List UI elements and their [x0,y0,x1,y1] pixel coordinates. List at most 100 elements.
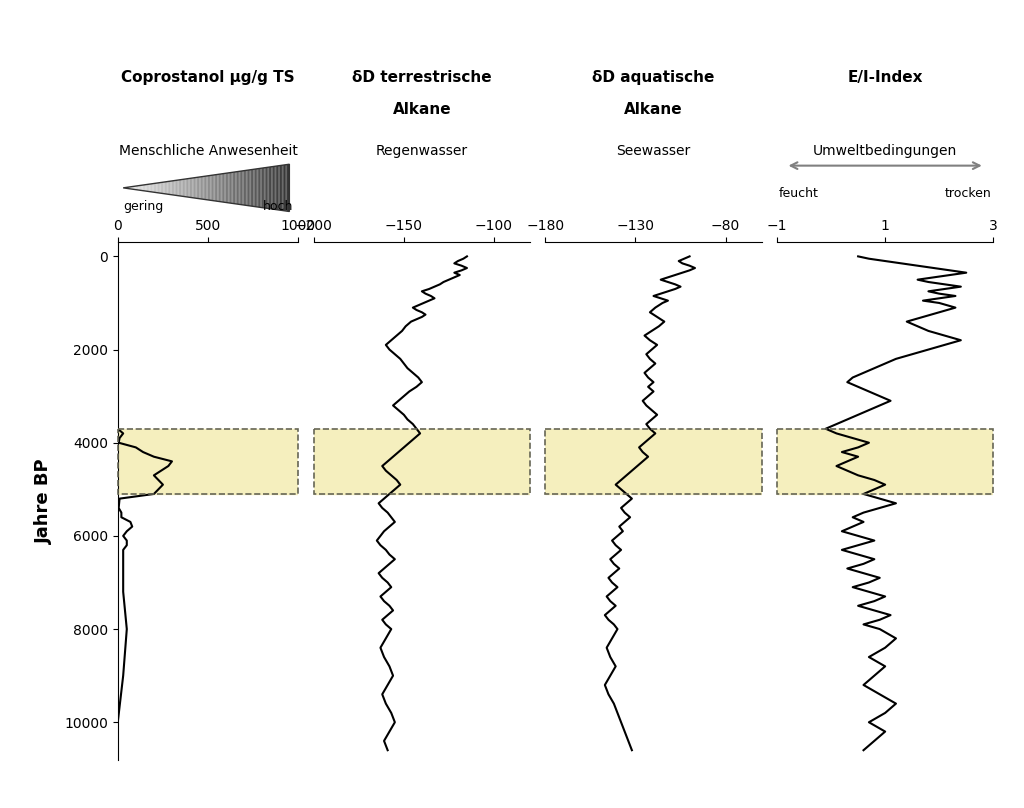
Polygon shape [281,165,283,211]
Polygon shape [224,173,225,203]
Polygon shape [197,177,198,199]
Polygon shape [202,176,204,200]
Bar [313,429,530,494]
Polygon shape [131,187,133,189]
Polygon shape [150,184,151,191]
Polygon shape [232,172,233,204]
Bar [777,429,993,494]
Polygon shape [210,175,212,200]
Polygon shape [206,176,208,200]
Polygon shape [144,185,145,191]
Polygon shape [134,186,135,190]
Polygon shape [229,172,231,204]
Polygon shape [189,179,191,197]
Polygon shape [219,174,220,202]
Polygon shape [264,167,266,208]
Bar [118,429,298,494]
Polygon shape [127,187,129,188]
Polygon shape [161,183,162,193]
Text: E/I-Index: E/I-Index [848,69,923,85]
Polygon shape [176,180,177,196]
Polygon shape [188,179,189,197]
Polygon shape [255,169,256,207]
Polygon shape [253,169,255,207]
Polygon shape [191,178,193,198]
Polygon shape [274,166,275,209]
Polygon shape [216,175,217,201]
Polygon shape [227,173,228,203]
Polygon shape [239,171,240,204]
Bar [313,429,530,494]
Polygon shape [170,181,172,195]
Polygon shape [140,185,141,191]
Polygon shape [233,172,236,204]
Polygon shape [193,178,194,198]
Polygon shape [251,170,252,206]
Polygon shape [166,182,168,194]
Polygon shape [205,176,206,200]
Polygon shape [262,168,263,208]
Polygon shape [266,167,267,208]
Polygon shape [243,170,244,205]
Polygon shape [270,166,271,209]
Polygon shape [225,173,227,203]
Polygon shape [145,184,146,191]
Polygon shape [244,170,245,205]
Text: δD terrestrische: δD terrestrische [352,69,492,85]
Polygon shape [153,183,154,192]
Bar [777,429,993,494]
Polygon shape [228,173,229,203]
Polygon shape [240,171,241,204]
Polygon shape [165,182,166,194]
Polygon shape [286,165,287,211]
Polygon shape [200,177,201,199]
Polygon shape [212,175,213,200]
Polygon shape [245,170,247,205]
Polygon shape [168,181,169,195]
Polygon shape [162,182,164,194]
Polygon shape [141,185,142,191]
Polygon shape [169,181,170,195]
Polygon shape [204,176,205,200]
Polygon shape [288,164,290,212]
Polygon shape [182,179,184,196]
Polygon shape [279,166,280,210]
Polygon shape [271,166,272,209]
Polygon shape [173,180,174,196]
Text: Umweltbedingungen: Umweltbedingungen [813,144,957,158]
Polygon shape [135,186,137,190]
Polygon shape [194,178,196,198]
Polygon shape [256,169,257,207]
Polygon shape [172,181,173,195]
Polygon shape [158,183,159,193]
Polygon shape [276,166,279,210]
Polygon shape [287,164,288,212]
Text: hoch: hoch [263,200,293,213]
Polygon shape [247,170,248,205]
Polygon shape [159,183,161,193]
Text: Alkane: Alkane [625,102,683,117]
Polygon shape [283,165,284,211]
Text: Regenwasser: Regenwasser [376,144,468,158]
Polygon shape [257,169,259,207]
Polygon shape [241,171,243,204]
Polygon shape [201,177,202,199]
Polygon shape [187,179,188,197]
Polygon shape [142,185,144,191]
Polygon shape [248,170,249,206]
Polygon shape [220,174,221,202]
Polygon shape [130,187,131,189]
Polygon shape [154,183,155,192]
Polygon shape [221,174,223,202]
Polygon shape [280,166,281,210]
Bar [546,429,762,494]
Polygon shape [180,179,181,196]
Polygon shape [138,186,140,190]
Polygon shape [184,179,185,196]
Text: gering: gering [123,200,163,213]
Text: trocken: trocken [944,187,991,200]
Text: δD aquatische: δD aquatische [592,69,715,85]
Text: feucht: feucht [779,187,819,200]
Text: Alkane: Alkane [392,102,452,117]
Polygon shape [260,168,262,208]
